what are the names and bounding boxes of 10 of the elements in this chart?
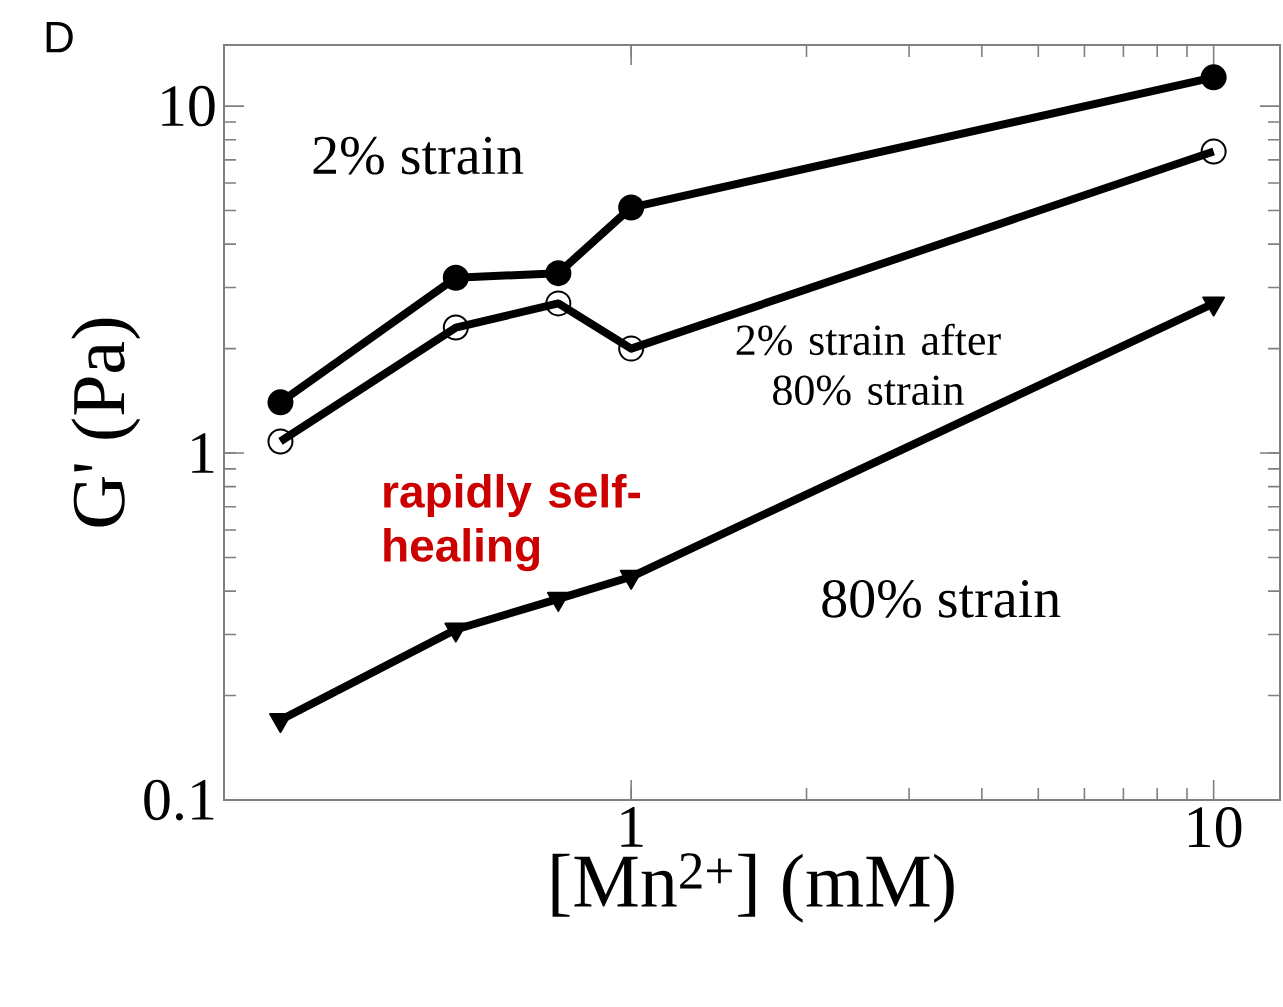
y-tick-label: 10 [162, 85, 215, 127]
y-axis-title: G' (Pa) [71, 318, 141, 527]
x-axis-title: [Mn$^{2+}$] (mM) [552, 853, 954, 923]
text: D [46, 22, 73, 53]
series-label: 80% strain [822, 579, 1061, 618]
series-label: 2% strain [313, 136, 524, 175]
legend-label: 2% strain after 80% strain [736, 323, 1001, 406]
annotation: rapidly self-healing [384, 474, 640, 572]
y-tick-label: 0.1 [144, 779, 214, 821]
y-tick-label: 1 [192, 433, 214, 473]
